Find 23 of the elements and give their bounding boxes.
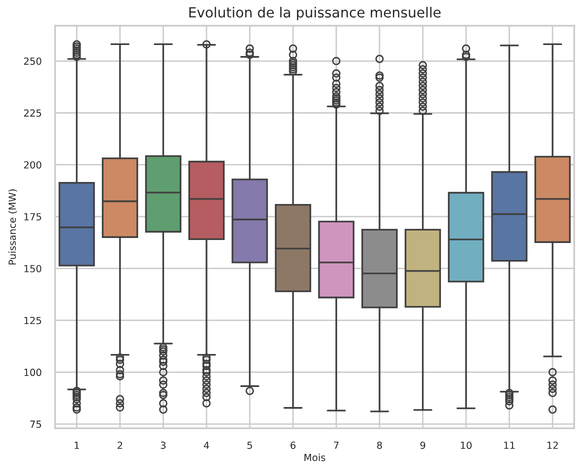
x-tick-label: 10 xyxy=(460,442,472,449)
x-axis-title: Mois xyxy=(304,454,326,462)
x-tick-label: 12 xyxy=(547,442,558,449)
chart-title: Evolution de la puissance mensuelle xyxy=(189,6,441,20)
x-tick-label: 1 xyxy=(74,442,79,449)
x-tick-label: 11 xyxy=(504,442,515,449)
y-tick-label: 250 xyxy=(24,57,42,65)
y-tick-label: 150 xyxy=(24,264,42,272)
x-tick-label: 8 xyxy=(377,442,382,449)
x-tick-label: 5 xyxy=(247,442,252,449)
x-tick-label: 2 xyxy=(118,442,122,449)
y-tick-label: 125 xyxy=(24,316,42,324)
x-tick-label: 7 xyxy=(334,442,339,449)
x-tick-label: 6 xyxy=(290,442,296,449)
y-tick-label: 200 xyxy=(24,161,42,169)
x-tick-label: 9 xyxy=(420,442,426,449)
y-tick-label: 75 xyxy=(30,420,42,428)
y-tick-label: 175 xyxy=(24,213,42,220)
y-tick-label: 100 xyxy=(24,368,42,376)
y-tick-label: 225 xyxy=(24,109,42,117)
y-axis-title: Puissance (MW) xyxy=(8,189,18,264)
x-tick-label: 4 xyxy=(204,442,210,449)
x-tick-label: 3 xyxy=(160,442,166,449)
